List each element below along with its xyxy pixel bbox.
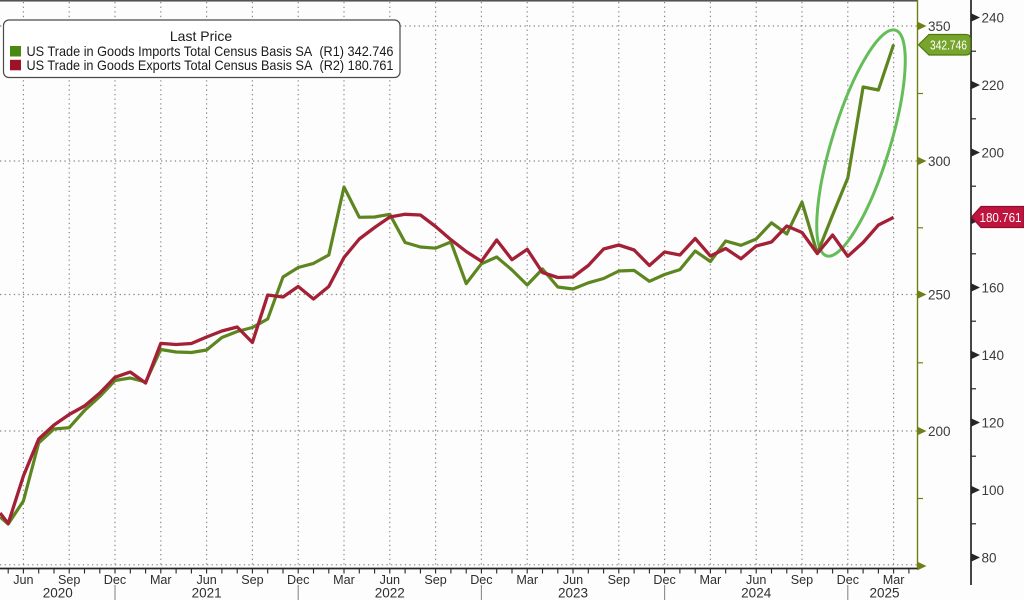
svg-text:Jun: Jun xyxy=(13,573,33,587)
svg-text:160: 160 xyxy=(982,281,1005,296)
svg-text:Dec: Dec xyxy=(470,573,492,587)
svg-text:Jun: Jun xyxy=(196,573,216,587)
svg-text:Dec: Dec xyxy=(287,573,309,587)
svg-text:350: 350 xyxy=(928,19,951,34)
svg-text:2023: 2023 xyxy=(558,586,588,600)
svg-text:220: 220 xyxy=(982,78,1005,93)
svg-text:250: 250 xyxy=(928,288,951,303)
svg-text:Last Price: Last Price xyxy=(170,28,232,44)
svg-text:Mar: Mar xyxy=(516,573,538,587)
svg-text:Jun: Jun xyxy=(746,573,766,587)
svg-text:2021: 2021 xyxy=(192,586,222,600)
svg-text:Mar: Mar xyxy=(150,573,172,587)
svg-text:Mar: Mar xyxy=(700,573,722,587)
svg-text:240: 240 xyxy=(982,11,1005,26)
svg-text:Mar: Mar xyxy=(883,573,905,587)
svg-text:Sep: Sep xyxy=(241,573,263,587)
svg-text:200: 200 xyxy=(982,146,1005,161)
svg-text:100: 100 xyxy=(982,483,1005,498)
svg-text:342.746: 342.746 xyxy=(930,37,967,52)
svg-text:300: 300 xyxy=(928,154,951,169)
svg-text:Dec: Dec xyxy=(104,573,126,587)
svg-text:200: 200 xyxy=(928,424,951,439)
svg-text:80: 80 xyxy=(982,551,997,566)
svg-text:180.761: 180.761 xyxy=(980,210,1022,225)
svg-text:US Trade in Goods Exports Tota: US Trade in Goods Exports Total Census B… xyxy=(27,58,394,73)
svg-text:Jun: Jun xyxy=(563,573,583,587)
svg-text:Sep: Sep xyxy=(58,573,80,587)
svg-text:Sep: Sep xyxy=(791,573,813,587)
svg-text:Jun: Jun xyxy=(380,573,400,587)
svg-text:Dec: Dec xyxy=(653,573,675,587)
svg-text:140: 140 xyxy=(982,348,1005,363)
svg-text:US Trade in Goods Imports Tota: US Trade in Goods Imports Total Census B… xyxy=(27,44,394,59)
svg-text:Sep: Sep xyxy=(424,573,446,587)
svg-text:Mar: Mar xyxy=(333,573,355,587)
svg-text:2024: 2024 xyxy=(741,586,772,600)
svg-text:120: 120 xyxy=(982,416,1005,431)
svg-text:2025: 2025 xyxy=(869,586,899,600)
svg-text:2020: 2020 xyxy=(43,586,73,600)
svg-text:2022: 2022 xyxy=(375,586,405,600)
svg-text:Dec: Dec xyxy=(837,573,859,587)
svg-text:Sep: Sep xyxy=(608,573,630,587)
